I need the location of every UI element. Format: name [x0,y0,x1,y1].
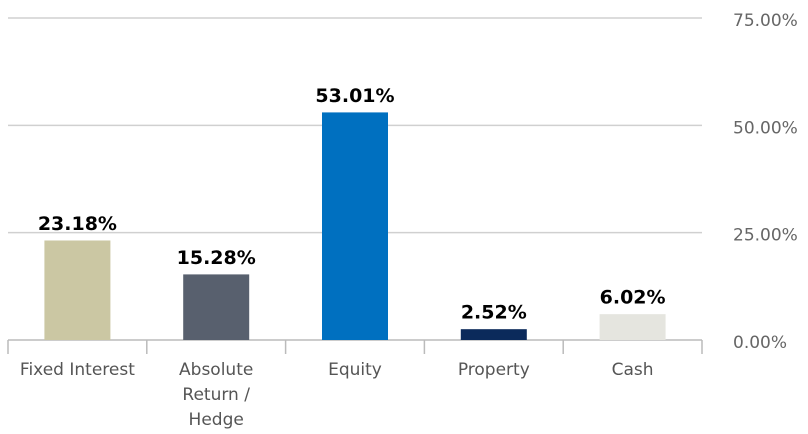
value-label: 53.01% [315,85,394,107]
value-label: 6.02% [600,287,666,309]
y-tick-label: 50.00% [733,118,798,138]
x-tick-label: Fixed Interest [19,360,135,380]
x-tick-label: Absolute Return / Hedge [179,360,254,430]
bar [599,314,666,340]
y-tick-label: 0.00% [733,333,787,353]
x-tick-label: Property [457,360,530,380]
bar [322,112,388,340]
y-tick-label: 25.00% [733,226,798,246]
bar [183,274,250,340]
y-tick-label: 75.00% [733,11,798,31]
bar [44,240,111,340]
bar [460,329,527,340]
value-label: 23.18% [38,213,117,235]
x-tick-label: Equity [328,360,382,380]
x-tick-label: Cash [611,360,654,380]
value-label: 15.28% [177,247,256,269]
value-label: 2.52% [461,302,527,324]
